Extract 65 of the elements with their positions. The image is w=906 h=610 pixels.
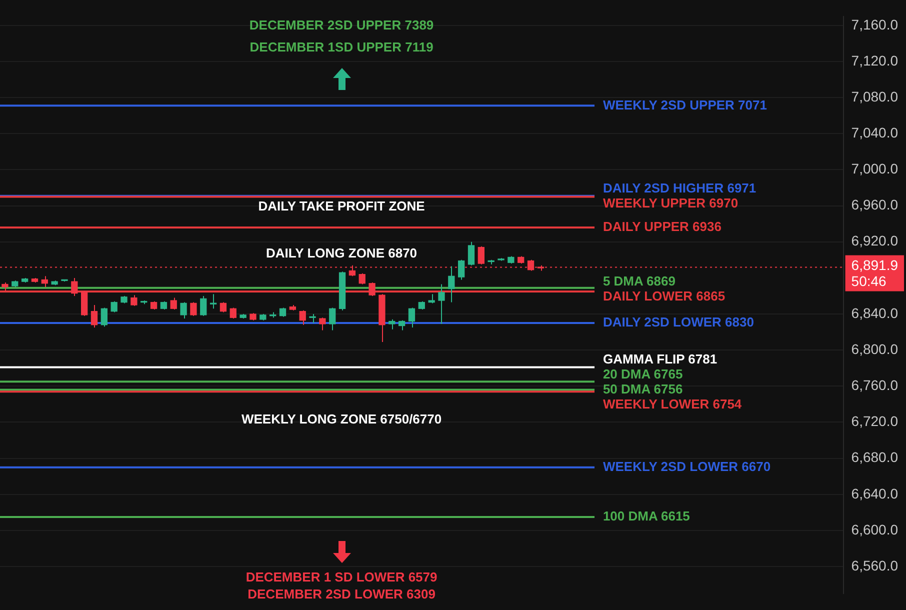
y-tick-label: 7,040.0: [851, 124, 898, 141]
y-tick-label: 6,760.0: [851, 377, 898, 394]
y-tick-label: 6,680.0: [851, 449, 898, 466]
ref-line-label: WEEKLY 2SD LOWER 6670: [602, 458, 771, 474]
annotation: DECEMBER 1 SD LOWER 6579: [246, 570, 438, 585]
ref-line-label: DAILY 2SD HIGHER 6971: [602, 180, 756, 196]
ref-line-label: 6,891.9: [851, 257, 898, 274]
candlestick: [388, 318, 396, 330]
candlestick: [468, 241, 475, 266]
ref-line-label: DAILY 2SD LOWER 6830: [602, 314, 754, 330]
candlestick: [398, 320, 406, 331]
ref-line-label: WEEKLY LOWER 6754: [602, 396, 742, 412]
candlestick: [309, 314, 316, 324]
candlestick: [358, 272, 366, 285]
y-tick-label: 6,800.0: [851, 340, 898, 357]
ref-line-label: DAILY UPPER 6936: [602, 219, 722, 234]
y-tick-label: 6,840.0: [851, 304, 898, 321]
y-tick-label: 6,600.0: [851, 521, 898, 538]
y-tick-label: 7,160.0: [851, 16, 898, 32]
candlestick: [130, 294, 138, 306]
candlestick: [438, 284, 445, 324]
annotation: WEEKLY LONG ZONE 6750/6770: [241, 412, 442, 427]
ref-line-label: 20 DMA 6765: [602, 366, 683, 382]
candlestick: [170, 297, 177, 310]
y-tick-label: 6,920.0: [851, 232, 898, 249]
y-tick-label: 6,960.0: [851, 196, 898, 213]
candlestick: [180, 302, 187, 320]
candlestick: [299, 310, 306, 326]
text: 50:46: [851, 273, 887, 290]
candlestick: [230, 307, 236, 320]
candlestick: [110, 300, 118, 313]
candlestick: [200, 295, 207, 316]
ref-line-label: WEEKLY 2SD UPPER 7071: [602, 97, 767, 112]
annotation: DAILY TAKE PROFIT ZONE: [258, 198, 426, 214]
candlestick: [478, 246, 484, 265]
candlestick: [71, 277, 78, 296]
candlestick: [220, 302, 227, 313]
candlestick: [41, 276, 48, 288]
ref-line-label: 100 DMA 6615: [602, 508, 690, 524]
candlestick: [448, 266, 455, 303]
candlestick: [458, 259, 465, 280]
ref-line-label: 50 DMA 6756: [602, 382, 683, 397]
y-tick-label: 7,120.0: [851, 52, 898, 68]
y-tick-label: 6,640.0: [851, 485, 898, 502]
annotation: DECEMBER 1SD UPPER 7119: [250, 40, 434, 55]
candlestick: [279, 307, 286, 318]
y-tick-label: 6,720.0: [851, 413, 898, 430]
candlestick: [368, 282, 376, 296]
candlestick: [428, 294, 435, 304]
y-tick-label: 6,560.0: [851, 557, 898, 574]
annotation: DECEMBER 2SD LOWER 6309: [248, 586, 436, 602]
annotation: DAILY LONG ZONE 6870: [266, 246, 418, 261]
candlestick: [100, 307, 108, 328]
ref-line-label: WEEKLY UPPER 6970: [602, 195, 738, 210]
candlestick: [408, 307, 416, 328]
candlestick: [319, 317, 326, 331]
y-tick-label: 7,000.0: [851, 160, 898, 177]
ref-line-label: GAMMA FLIP 6781: [602, 352, 718, 367]
ref-line-label: 5 DMA 6869: [602, 274, 676, 289]
annotation: DECEMBER 2SD UPPER 7389: [249, 18, 434, 33]
candlestick: [329, 307, 336, 331]
ref-line-label: DAILY LOWER 6865: [602, 288, 726, 304]
candlestick: [90, 304, 98, 328]
y-tick-label: 7,080.0: [851, 88, 898, 104]
candlestick: [190, 302, 197, 316]
